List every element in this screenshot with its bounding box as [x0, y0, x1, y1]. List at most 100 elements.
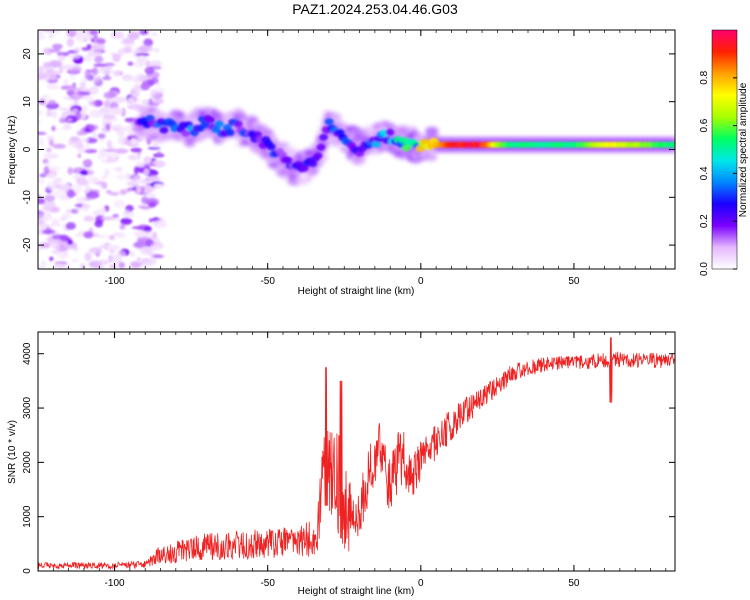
- noise-blob: [110, 31, 125, 40]
- noise-blob: [113, 199, 126, 208]
- noise-blob: [136, 162, 147, 168]
- noise-blob: [99, 244, 105, 249]
- noise-blob: [116, 174, 127, 180]
- noise-blob: [102, 181, 108, 189]
- colorbar-gradient: [711, 29, 738, 270]
- noise-blob: [83, 215, 95, 222]
- noise-blob: [43, 61, 51, 68]
- x-tick-label: -50: [260, 578, 275, 589]
- noise-blob: [153, 183, 165, 188]
- ridge-point: [206, 116, 216, 124]
- noise-blob: [104, 62, 115, 67]
- noise-blob: [79, 88, 93, 92]
- noise-blob: [150, 88, 157, 97]
- ridge-point: [401, 144, 411, 152]
- x-tick-label: 50: [568, 276, 580, 287]
- noise-blob: [48, 174, 56, 179]
- noise-blob: [132, 138, 138, 145]
- spectrogram-heatmap: [38, 30, 675, 269]
- noise-blob: [144, 66, 155, 75]
- y-tick-label: 2000: [22, 451, 33, 474]
- noise-blob: [152, 254, 165, 259]
- chart-title: PAZ1.2024.253.04.46.G03: [292, 1, 458, 17]
- noise-blob: [66, 89, 74, 96]
- ridge-point: [211, 126, 221, 134]
- noise-blob: [140, 206, 152, 210]
- noise-blob: [143, 163, 156, 167]
- noise-blob: [123, 46, 133, 54]
- noise-blob: [69, 136, 80, 143]
- noise-blob: [94, 55, 104, 64]
- noise-blob: [72, 258, 78, 263]
- noise-blob: [138, 75, 149, 83]
- noise-blob: [116, 232, 127, 239]
- noise-blob: [113, 96, 126, 104]
- ridge-point: [313, 152, 323, 160]
- ridge-scatter: [153, 112, 165, 118]
- noise-blob: [89, 85, 99, 95]
- noise-blob: [143, 225, 152, 233]
- noise-blob: [58, 65, 64, 74]
- snr-line: [38, 337, 675, 571]
- noise-blob: [66, 69, 76, 75]
- noise-blob: [118, 261, 125, 269]
- noise-blob: [103, 168, 110, 177]
- noise-blob: [76, 197, 87, 203]
- noise-blob: [58, 117, 68, 124]
- x-tick-label: 50: [568, 578, 580, 589]
- ridge-scatter: [278, 141, 290, 149]
- noise-blob: [89, 109, 103, 119]
- noise-blob: [46, 110, 53, 117]
- noise-blob: [38, 177, 45, 185]
- noise-blob: [67, 53, 81, 59]
- x-tick-label: 0: [418, 578, 424, 589]
- ridge-point: [299, 164, 309, 172]
- ridge-scatter: [425, 126, 439, 136]
- noise-blob: [105, 123, 111, 131]
- noise-blob: [138, 57, 145, 67]
- noise-blob: [51, 125, 56, 132]
- noise-blob: [130, 261, 142, 268]
- noise-blob: [40, 260, 47, 269]
- noise-blob: [61, 127, 70, 130]
- ridge-point: [283, 156, 293, 164]
- noise-blob: [57, 54, 66, 62]
- noise-blob: [84, 128, 91, 133]
- noise-blob: [85, 191, 100, 199]
- noise-blob: [132, 78, 140, 83]
- x-tick-label: -100: [105, 276, 125, 287]
- noise-blob: [112, 53, 121, 63]
- ridge-scatter: [184, 140, 196, 148]
- y-tick-label: 0: [22, 146, 33, 152]
- noise-blob: [147, 146, 161, 150]
- y-tick-label: 0: [22, 568, 33, 574]
- noise-blob: [121, 74, 134, 81]
- noise-blob: [80, 170, 89, 176]
- noise-blob: [132, 175, 145, 183]
- noise-blob: [131, 91, 140, 97]
- noise-blob: [83, 104, 88, 113]
- ridge-point: [214, 120, 224, 128]
- noise-blob: [49, 256, 54, 261]
- ridge-scatter: [147, 105, 158, 114]
- noise-blob: [140, 82, 151, 91]
- noise-blob: [80, 138, 89, 143]
- ridge-point: [266, 143, 276, 151]
- colorbar-tick-label: 0.0: [699, 262, 710, 276]
- noise-blob: [44, 195, 56, 202]
- noise-blob: [116, 127, 126, 137]
- noise-blob: [84, 73, 92, 80]
- noise-blob: [48, 32, 54, 40]
- noise-blob: [101, 118, 113, 123]
- ridge-point: [200, 121, 210, 129]
- noise-blob: [127, 61, 134, 66]
- noise-blob: [153, 141, 158, 148]
- noise-blob: [126, 172, 131, 181]
- noise-blob: [67, 239, 74, 245]
- noise-blob: [83, 231, 94, 239]
- noise-blob: [55, 177, 63, 185]
- noise-blob: [76, 202, 81, 208]
- ridge-point: [385, 128, 395, 136]
- noise-blob: [38, 210, 44, 219]
